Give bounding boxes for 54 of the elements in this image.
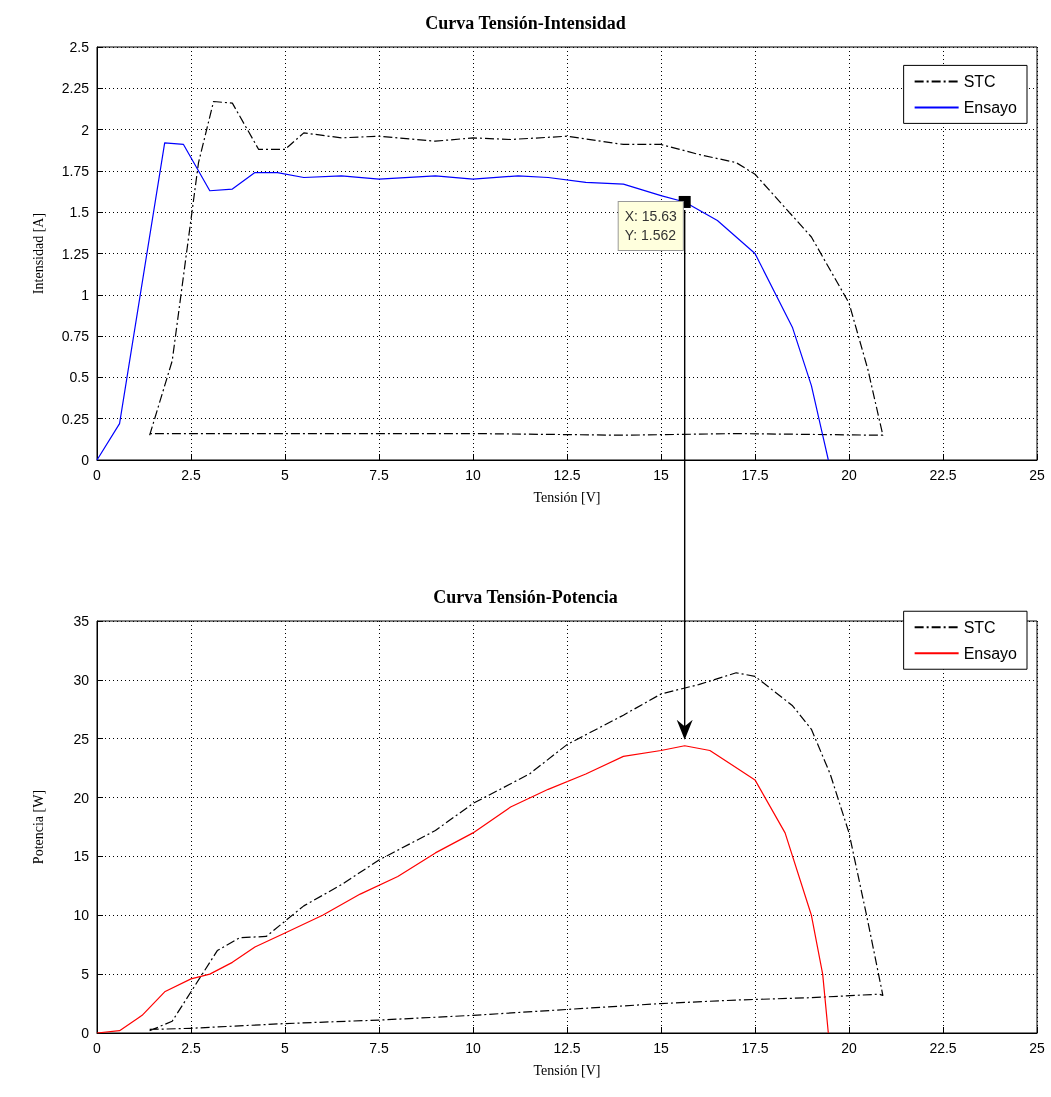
x-tick-label: 0 — [93, 1040, 102, 1056]
annotation: X: 15.63 Y: 1.562 — [624, 208, 678, 244]
y-tick-label: 1.25 — [61, 245, 90, 262]
y-tick-label: 0.25 — [61, 410, 90, 427]
x-tick-label: 25 — [1029, 1040, 1045, 1056]
y-tick-label: 30 — [73, 671, 90, 688]
y-tick-label: 35 — [73, 613, 90, 629]
y-tick-label: 2.25 — [61, 80, 90, 97]
y-axis-title: Potencia [W] — [30, 789, 46, 865]
legend-label: Ensayo — [963, 644, 1018, 662]
y-tick-label: 0 — [81, 1025, 90, 1041]
x-tick-label: 20 — [841, 467, 857, 483]
x-tick-label: 7.5 — [369, 467, 389, 483]
x-tick-label: 17.5 — [741, 467, 769, 483]
y-axis-title: Intensidad [A] — [30, 212, 46, 295]
line-series — [96, 745, 829, 1034]
line-series — [96, 142, 829, 461]
y-tick-label: 10 — [73, 907, 90, 924]
legend-label: Ensayo — [963, 98, 1018, 116]
y-tick-label: 15 — [73, 848, 90, 865]
y-tick-label: 25 — [73, 730, 90, 747]
legend-label: STC — [963, 72, 996, 90]
y-tick-label: 0.75 — [61, 328, 90, 345]
x-tick-label: 5 — [281, 1040, 290, 1056]
y-tick-label: 0 — [81, 452, 90, 468]
y-tick-label: 20 — [73, 789, 90, 806]
y-tick-label: 0.5 — [69, 369, 90, 386]
x-tick-label: 17.5 — [741, 1040, 769, 1056]
chart-title: Curva Tensión-Potencia — [433, 587, 618, 607]
x-tick-label: 2.5 — [181, 467, 201, 483]
y-tick-label: 1 — [81, 286, 90, 303]
x-tick-label: 25 — [1029, 467, 1045, 483]
x-tick-label: 15 — [653, 1040, 669, 1056]
x-tick-label: 10 — [465, 1040, 481, 1056]
y-tick-label: 5 — [81, 966, 90, 983]
x-tick-label: 10 — [465, 467, 481, 483]
legend-label: STC — [963, 618, 996, 636]
x-tick-label: 15 — [653, 467, 669, 483]
y-tick-label: 1.5 — [69, 204, 90, 221]
x-tick-label: 22.5 — [929, 1040, 957, 1056]
x-tick-label: 12.5 — [553, 467, 581, 483]
x-tick-label: 12.5 — [553, 1040, 581, 1056]
x-tick-label: 2.5 — [181, 1040, 201, 1056]
x-axis-title: Tensión [V] — [533, 489, 601, 505]
chart-title: Curva Tensión-Intensidad — [425, 13, 626, 33]
x-axis-title: Tensión [V] — [533, 1062, 601, 1078]
x-tick-label: 22.5 — [929, 467, 957, 483]
y-tick-label: 2.5 — [69, 39, 90, 55]
y-tick-label: 2 — [81, 121, 90, 138]
x-tick-label: 7.5 — [369, 1040, 389, 1056]
y-tick-label: 1.75 — [61, 162, 90, 179]
x-tick-label: 5 — [281, 467, 290, 483]
x-tick-label: 20 — [841, 1040, 857, 1056]
x-tick-label: 0 — [93, 467, 102, 483]
